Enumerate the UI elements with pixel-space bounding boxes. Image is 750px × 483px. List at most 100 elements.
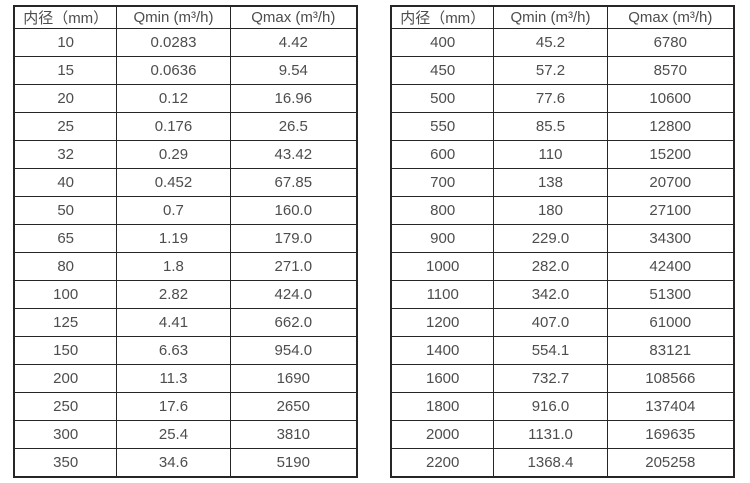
table-cell: 160.0 <box>229 195 358 225</box>
table-cell: 169635 <box>606 419 735 449</box>
table-row: 1100 342.0 51300 <box>390 279 735 309</box>
table-row: 1200 407.0 61000 <box>390 307 735 337</box>
table-cell: 9.54 <box>229 55 358 85</box>
table-cell: 500 <box>390 83 495 113</box>
table-cell: 27100 <box>606 195 735 225</box>
table-cell: 342.0 <box>493 279 608 309</box>
tables-container: 内径（mm） Qmin (m³/h) Qmax (m³/h) 10 0.0283 4… <box>13 5 735 478</box>
table-cell: 15200 <box>606 139 735 169</box>
col-header-inner-diameter: 内径（mm） <box>390 5 495 29</box>
table-cell: 1690 <box>229 363 358 393</box>
table-row: 32 0.29 43.42 <box>13 139 358 169</box>
table-cell: 26.5 <box>229 111 358 141</box>
table-cell: 50 <box>13 195 118 225</box>
table-cell: 25.4 <box>116 419 231 449</box>
table-cell: 300 <box>13 419 118 449</box>
table-row: 400 45.2 6780 <box>390 28 735 57</box>
table-row: 2200 1368.4 205258 <box>390 447 735 478</box>
table-cell: 80 <box>13 251 118 281</box>
table-cell: 1600 <box>390 363 495 393</box>
col-header-qmax: Qmax (m³/h) <box>229 5 358 29</box>
table-cell: 0.12 <box>116 83 231 113</box>
header-row: 内径（mm） Qmin (m³/h) Qmax (m³/h) <box>13 5 358 29</box>
table-row: 150 6.63 954.0 <box>13 335 358 365</box>
table-row: 450 57.2 8570 <box>390 55 735 85</box>
table-cell: 550 <box>390 111 495 141</box>
table-row: 2000 1131.0 169635 <box>390 419 735 449</box>
table-cell: 407.0 <box>493 307 608 337</box>
table-row: 100 2.82 424.0 <box>13 279 358 309</box>
table-body: 400 45.2 6780 450 57.2 8570 500 77.6 10600 550 85.… <box>390 28 735 478</box>
table-cell: 3810 <box>229 419 358 449</box>
table-cell: 179.0 <box>229 223 358 253</box>
table-cell: 1100 <box>390 279 495 309</box>
table-cell: 1800 <box>390 391 495 421</box>
table-cell: 0.7 <box>116 195 231 225</box>
table-cell: 57.2 <box>493 55 608 85</box>
table-cell: 800 <box>390 195 495 225</box>
table-cell: 65 <box>13 223 118 253</box>
table-cell: 400 <box>390 28 495 57</box>
table-cell: 700 <box>390 167 495 197</box>
table-cell: 4.41 <box>116 307 231 337</box>
col-header-qmin: Qmin (m³/h) <box>493 5 608 29</box>
table-row: 1000 282.0 42400 <box>390 251 735 281</box>
table-cell: 1131.0 <box>493 419 608 449</box>
table-cell: 0.0636 <box>116 55 231 85</box>
table-cell: 0.176 <box>116 111 231 141</box>
table-cell: 600 <box>390 139 495 169</box>
table-cell: 2.82 <box>116 279 231 309</box>
table-cell: 424.0 <box>229 279 358 309</box>
table-header: 内径（mm） Qmin (m³/h) Qmax (m³/h) <box>13 5 358 29</box>
table-cell: 10 <box>13 28 118 57</box>
table-row: 300 25.4 3810 <box>13 419 358 449</box>
table-cell: 229.0 <box>493 223 608 253</box>
table-cell: 1.8 <box>116 251 231 281</box>
table-cell: 40 <box>13 167 118 197</box>
table-cell: 1000 <box>390 251 495 281</box>
table-cell: 85.5 <box>493 111 608 141</box>
table-cell: 42400 <box>606 251 735 281</box>
table-row: 350 34.6 5190 <box>13 447 358 478</box>
table-row: 900 229.0 34300 <box>390 223 735 253</box>
table-cell: 83121 <box>606 335 735 365</box>
table-row: 200 11.3 1690 <box>13 363 358 393</box>
col-header-inner-diameter: 内径（mm） <box>13 5 118 29</box>
table-cell: 25 <box>13 111 118 141</box>
table-cell: 77.6 <box>493 83 608 113</box>
table-cell: 6.63 <box>116 335 231 365</box>
table-cell: 250 <box>13 391 118 421</box>
table-row: 1800 916.0 137404 <box>390 391 735 421</box>
table-cell: 61000 <box>606 307 735 337</box>
table-row: 10 0.0283 4.42 <box>13 28 358 57</box>
table-cell: 554.1 <box>493 335 608 365</box>
table-cell: 0.452 <box>116 167 231 197</box>
table-row: 65 1.19 179.0 <box>13 223 358 253</box>
table-cell: 0.29 <box>116 139 231 169</box>
table-row: 125 4.41 662.0 <box>13 307 358 337</box>
table-row: 50 0.7 160.0 <box>13 195 358 225</box>
flow-table-small-diameters: 内径（mm） Qmin (m³/h) Qmax (m³/h) 10 0.0283 4… <box>13 5 358 478</box>
table-cell: 67.85 <box>229 167 358 197</box>
table-cell: 15 <box>13 55 118 85</box>
table-cell: 51300 <box>606 279 735 309</box>
table-cell: 205258 <box>606 447 735 478</box>
table-cell: 450 <box>390 55 495 85</box>
table-row: 80 1.8 271.0 <box>13 251 358 281</box>
table-cell: 34.6 <box>116 447 231 478</box>
table-cell: 2200 <box>390 447 495 478</box>
table-row: 40 0.452 67.85 <box>13 167 358 197</box>
table-cell: 5190 <box>229 447 358 478</box>
header-row: 内径（mm） Qmin (m³/h) Qmax (m³/h) <box>390 5 735 29</box>
table-cell: 43.42 <box>229 139 358 169</box>
table-row: 550 85.5 12800 <box>390 111 735 141</box>
table-cell: 138 <box>493 167 608 197</box>
table-cell: 34300 <box>606 223 735 253</box>
table-cell: 108566 <box>606 363 735 393</box>
table-cell: 4.42 <box>229 28 358 57</box>
table-row: 500 77.6 10600 <box>390 83 735 113</box>
table-cell: 180 <box>493 195 608 225</box>
table-cell: 6780 <box>606 28 735 57</box>
table-cell: 137404 <box>606 391 735 421</box>
table-row: 20 0.12 16.96 <box>13 83 358 113</box>
